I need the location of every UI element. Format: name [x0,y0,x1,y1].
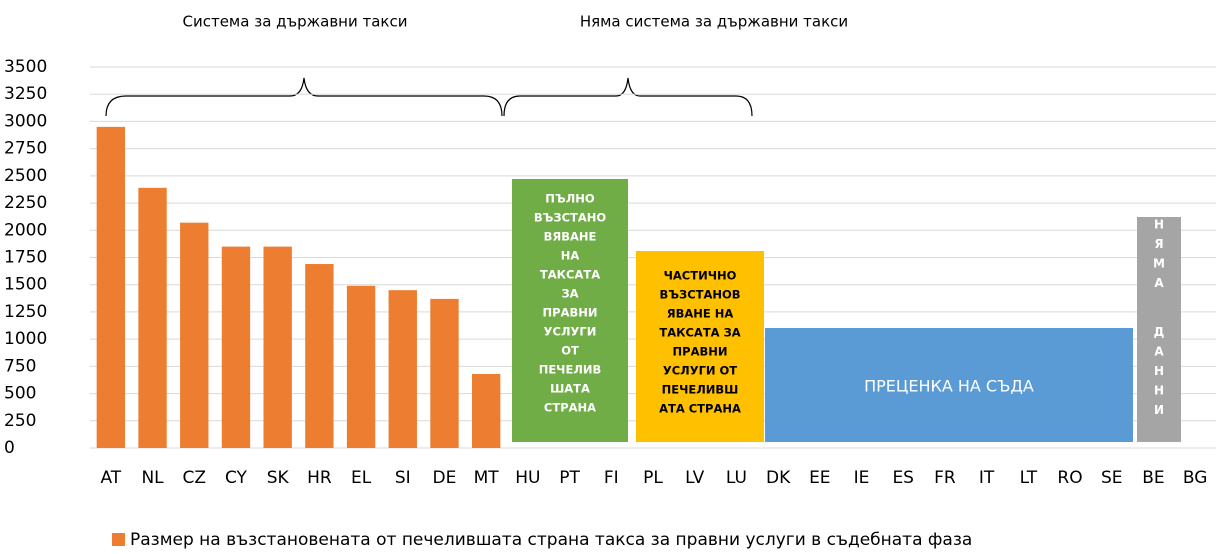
annotation-text: СТРАНА [544,401,596,415]
x-tick-label: PL [643,468,663,488]
x-tick-label: SE [1101,468,1123,488]
annotation-text: ПРАВНИ [543,306,598,320]
x-tick-label: PT [559,468,580,488]
group-label: Няма система за държавни такси [580,13,848,31]
y-tick-label: 3000 [4,111,47,131]
annotation-text: А [1154,344,1164,358]
x-tick-label: AT [101,468,122,488]
annotation-text: НА [561,249,580,263]
annotation-text: ЗА [561,287,578,301]
annotation-text: АТА СТРАНА [659,402,741,416]
x-tick-label: CZ [182,468,206,488]
bar [180,222,209,448]
y-tick-label: 3250 [4,84,47,104]
annotation-box [512,179,628,442]
annotation-text: ЯВАНЕ НА [667,307,734,321]
annotation-text: ПРАВНИ [673,345,728,359]
annotation-text: Я [1154,237,1163,251]
annotation-text: ТАКСАТА [540,268,600,282]
x-tick-label: LU [726,468,747,488]
x-tick-label: EE [809,468,830,488]
x-tick-label: SI [395,468,411,488]
y-tick-label: 500 [4,384,36,404]
legend-label: Размер на възстановената от печелившата … [130,530,972,550]
y-tick-label: 1750 [4,248,47,268]
annotation-text: ПЕЧЕЛИВШ [662,383,739,397]
x-tick-label: LT [1020,468,1038,488]
legend-swatch [112,533,125,546]
x-tick-label: LV [685,468,705,488]
x-tick-label: ES [892,468,914,488]
annotation-text: ОТ [561,344,579,358]
annotation-text: ШАТА [550,382,590,396]
bar [96,126,126,448]
x-tick-label: IT [979,468,995,488]
annotation-box [765,328,1133,442]
y-tick-label: 1000 [4,329,47,349]
annotation-text: ВЪЗСТАНО [534,211,607,225]
annotation-box [1137,217,1181,442]
x-tick-label: BG [1183,468,1208,488]
group-label: Система за държавни такси [183,13,408,31]
brace [503,77,753,117]
x-tick-label: SK [267,468,290,488]
x-tick-label: FR [934,468,956,488]
bar [138,187,167,448]
annotation-box [636,251,764,442]
annotation-text: УСЛУГИ ОТ [663,364,737,378]
annotation-text: ТАКСАТА ЗА [659,326,740,340]
annotation-text: ВЪЗСТАНОВ [659,288,740,302]
x-tick-label: EL [351,468,372,488]
x-tick-label: RO [1057,468,1082,488]
annotation-text: ЧАСТИЧНО [664,269,737,283]
bar [346,285,376,448]
annotation-text: Н [1154,218,1164,232]
annotation-text: Д [1154,325,1165,339]
y-tick-label: 3500 [4,57,47,77]
annotation-text: ВЯВАНЕ [544,230,597,244]
bar [388,290,417,448]
annotation-text: ПЕЧЕЛИВ [539,363,602,377]
x-tick-label: IE [854,468,870,488]
annotation-text: ПЪЛНО [545,192,595,206]
brace [105,77,503,117]
y-tick-label: 2500 [4,166,47,186]
y-tick-label: 2000 [4,220,47,240]
x-tick-label: DK [766,468,791,488]
x-tick-label: CY [225,468,248,488]
bar [263,246,292,448]
annotation-text: А [1154,276,1164,290]
x-tick-label: HU [515,468,540,488]
x-tick-label: NL [141,468,164,488]
y-tick-label: 750 [4,356,36,376]
bar [430,298,459,448]
bar [305,264,334,448]
x-tick-label: HR [307,468,332,488]
bar [221,246,251,448]
annotation-text: ПРЕЦЕНКА НА СЪДА [864,377,1034,396]
annotation-text: Н [1154,383,1164,397]
y-tick-label: 1250 [4,302,47,322]
annotation-text: М [1153,257,1165,271]
annotation-text: УСЛУГИ [544,325,597,339]
annotation-text: Н [1154,364,1164,378]
y-tick-label: 250 [4,411,36,431]
x-tick-label: BE [1142,468,1164,488]
x-tick-label: DE [433,468,457,488]
y-tick-label: 1500 [4,275,47,295]
bar [472,373,501,448]
y-tick-label: 0 [4,438,15,458]
annotation-text: И [1154,403,1164,417]
y-tick-label: 2250 [4,193,47,213]
x-tick-label: FI [604,468,619,488]
x-tick-label: MT [474,468,500,488]
y-tick-label: 2750 [4,139,47,159]
